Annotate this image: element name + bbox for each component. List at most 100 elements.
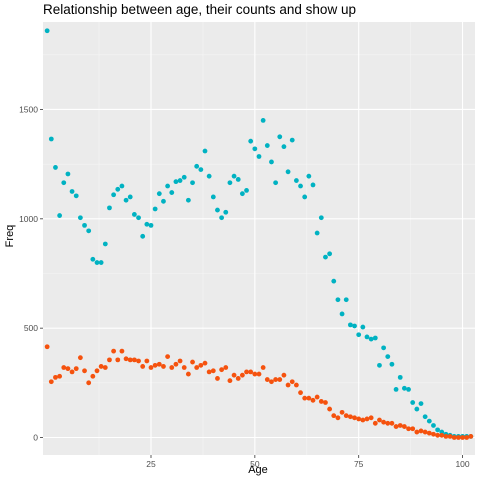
- series-1-point: [111, 192, 117, 198]
- series-2-point: [289, 379, 295, 385]
- series-1-point: [389, 361, 395, 367]
- series-1-point: [339, 311, 345, 317]
- minor-gridlines: [43, 22, 475, 455]
- series-1-point: [314, 230, 320, 236]
- series-1-point: [152, 206, 158, 212]
- series-1-point: [401, 385, 407, 391]
- series-2-point: [235, 376, 241, 381]
- series-1-point: [306, 173, 312, 179]
- series-1-point: [260, 118, 266, 123]
- series-2-point: [372, 420, 378, 426]
- series-2-point: [439, 432, 445, 438]
- series-2-point: [86, 380, 92, 386]
- series-2-point: [252, 371, 258, 377]
- series-2-point: [306, 395, 312, 401]
- series-1-point: [277, 134, 283, 140]
- series-2-point: [73, 366, 79, 372]
- series-1-point: [231, 173, 237, 179]
- series-1-point: [335, 297, 341, 303]
- series-2-point: [327, 406, 333, 412]
- series-1-point: [94, 260, 100, 265]
- series-2-point: [464, 435, 470, 440]
- series-2-point: [264, 377, 270, 382]
- series-1-point: [239, 191, 245, 197]
- series-2-point: [460, 435, 465, 440]
- series-1-point: [65, 171, 71, 177]
- series-2-point: [61, 365, 67, 370]
- series-2-point: [206, 369, 212, 375]
- series-1-point: [123, 197, 129, 203]
- series-1-point: [227, 180, 233, 186]
- series-2-point: [339, 409, 345, 415]
- series-2-point: [389, 420, 395, 426]
- series-2-point: [310, 397, 316, 403]
- series-1-point: [377, 362, 382, 368]
- series-2-point: [177, 358, 183, 364]
- series-2-point: [318, 399, 324, 404]
- series-2-point: [127, 357, 133, 363]
- series-2-point: [401, 424, 407, 429]
- series-1-point: [190, 180, 195, 186]
- series-1-point: [73, 193, 79, 199]
- series-2-point: [173, 361, 179, 367]
- series-2-point: [273, 377, 279, 382]
- series-2-point: [256, 371, 262, 377]
- series-2-point: [435, 432, 441, 438]
- series-1-point: [381, 345, 387, 351]
- series-1-point: [360, 324, 366, 330]
- data-points: [44, 28, 474, 440]
- series-2-point: [194, 365, 200, 370]
- series-1-point: [331, 278, 337, 284]
- series-2-point: [53, 374, 58, 380]
- series-2-point: [198, 362, 204, 368]
- series-1-point: [102, 241, 108, 247]
- series-2-point: [331, 413, 337, 419]
- y-tick-label: 0: [33, 433, 38, 443]
- y-tick-label: 500: [24, 323, 38, 333]
- series-2-point: [455, 435, 461, 440]
- series-1-point: [323, 254, 328, 260]
- series-1-point: [127, 194, 133, 200]
- series-1-point: [57, 213, 63, 218]
- series-2-point: [169, 365, 175, 370]
- series-1-point: [185, 197, 191, 203]
- series-1-point: [198, 167, 204, 173]
- x-tick-label: 100: [455, 459, 469, 469]
- series-1-point: [281, 144, 287, 150]
- series-2-point: [185, 371, 191, 377]
- series-2-point: [323, 400, 328, 405]
- series-1-point: [393, 386, 399, 392]
- series-1-point: [368, 336, 374, 342]
- series-2-point: [422, 429, 428, 435]
- series-2-point: [131, 357, 137, 363]
- series-2-point: [468, 434, 474, 439]
- series-1-point: [256, 154, 262, 159]
- series-1-point: [273, 180, 279, 186]
- series-2-point: [202, 360, 208, 366]
- series-2-point: [44, 344, 50, 350]
- series-1-point: [219, 215, 225, 221]
- series-2-point: [156, 361, 162, 367]
- series-2-point: [136, 358, 141, 364]
- series-2-point: [102, 365, 108, 370]
- series-1-point: [136, 215, 141, 221]
- series-2-point: [57, 373, 63, 379]
- series-1-point: [318, 215, 324, 221]
- series-2-point: [431, 431, 436, 437]
- series-2-point: [335, 415, 341, 421]
- series-1-point: [298, 183, 303, 189]
- series-1-point: [426, 418, 432, 424]
- series-2-point: [360, 417, 366, 423]
- series-2-point: [447, 434, 453, 439]
- series-2-point: [397, 423, 403, 428]
- series-1-point: [107, 205, 112, 211]
- series-2-point: [223, 365, 229, 370]
- series-2-point: [298, 390, 303, 396]
- y-axis-ticks: 0 500 1000 1500: [19, 104, 43, 443]
- series-2-point: [377, 417, 382, 423]
- series-1-point: [293, 178, 299, 183]
- series-2-point: [227, 378, 233, 384]
- series-2-point: [364, 416, 370, 422]
- series-1-point: [210, 194, 216, 200]
- series-2-point: [385, 420, 391, 426]
